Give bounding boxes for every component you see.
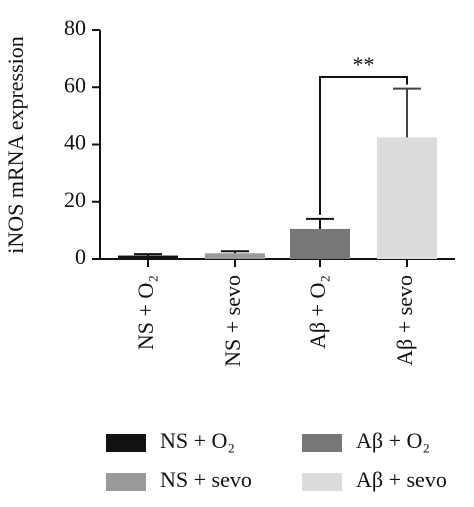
- legend-label: Aβ + O₂: [356, 428, 430, 453]
- bar: [118, 255, 178, 259]
- error-bar: [393, 87, 421, 138]
- y-tick-label: 60: [64, 72, 86, 97]
- bar: [205, 253, 265, 259]
- x-tick-label: Aβ + O₂: [305, 275, 330, 349]
- y-tick-label: 40: [64, 130, 86, 155]
- error-bar: [306, 217, 334, 229]
- x-tick-label: NS + sevo: [220, 275, 245, 367]
- legend-swatch: [106, 434, 146, 452]
- x-tick-label: NS + O₂: [133, 275, 158, 350]
- legend-swatch: [302, 473, 342, 491]
- error-bar: [221, 250, 249, 254]
- y-axis-label: iNOS mRNA expression: [3, 36, 28, 254]
- legend-label: NS + O₂: [160, 428, 235, 453]
- y-tick-label: 0: [75, 244, 86, 269]
- legend-label: Aβ + sevo: [356, 467, 447, 492]
- y-tick-label: 20: [64, 187, 86, 212]
- significance-bracket: [319, 76, 408, 215]
- legend-label: NS + sevo: [160, 467, 252, 492]
- legend-swatch: [106, 473, 146, 491]
- y-tick-label: 80: [64, 15, 86, 40]
- x-tick-label: Aβ + sevo: [392, 275, 417, 366]
- error-bar: [134, 253, 162, 256]
- bar: [377, 137, 437, 259]
- bar: [290, 228, 350, 259]
- legend-swatch: [302, 434, 342, 452]
- significance-label: **: [353, 52, 375, 77]
